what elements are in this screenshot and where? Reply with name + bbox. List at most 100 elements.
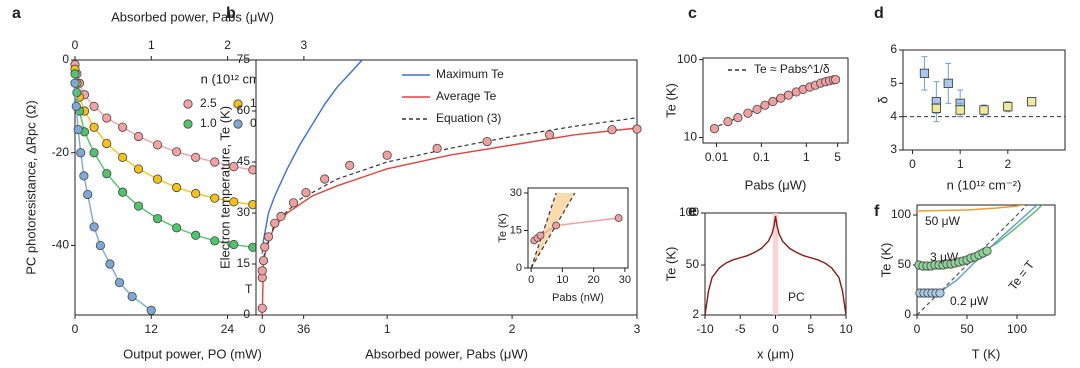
x-tick-label: 2 [509, 322, 516, 336]
marker [210, 236, 220, 246]
marker [114, 277, 125, 288]
y-tick-label: 6 [890, 42, 897, 56]
marker [210, 193, 220, 203]
marker [345, 160, 355, 170]
highlight-band [772, 213, 779, 315]
marker [229, 162, 239, 172]
legend-marker [233, 119, 243, 129]
y-tick-label: -20 [52, 145, 70, 159]
marker [191, 188, 201, 199]
x-tick-label: 0.1 [753, 150, 770, 164]
marker [776, 93, 786, 103]
line [917, 205, 1026, 212]
x-tick-label: 0 [914, 322, 921, 336]
plot-frame [902, 49, 1066, 151]
x-axis-label: Pabs (μW) [745, 177, 807, 192]
legend-label: Average Te [436, 89, 497, 103]
y-tick-label: 0 [62, 52, 69, 66]
y-tick-label: 45 [237, 154, 251, 168]
marker [382, 150, 392, 160]
annotation: PC [788, 290, 805, 304]
marker [229, 197, 239, 207]
marker [118, 187, 128, 197]
x-tick-label: 1 [384, 322, 391, 336]
series-label: 50 μW [925, 214, 961, 228]
y-tick-label: 100 [891, 207, 911, 221]
x-tick-label: 5 [807, 322, 814, 336]
marker [919, 68, 930, 78]
y-axis-label: δ [875, 96, 890, 103]
x-tick-label: 5 [834, 150, 841, 164]
panel-label: f [874, 203, 880, 220]
x-tick-label: 0 [528, 274, 534, 286]
marker [320, 174, 330, 184]
marker [614, 214, 623, 222]
marker [172, 182, 182, 193]
y-tick-label: 100 [679, 205, 699, 219]
marker [70, 69, 80, 79]
marker [133, 131, 144, 142]
marker [1003, 102, 1013, 112]
marker [229, 239, 239, 250]
panel: 0 10 20 30 0 15 30 Pabs (nW) Te (K) [497, 187, 631, 304]
marker [607, 125, 617, 135]
x-tick-label: 0 [909, 157, 916, 171]
x-tick-label: 100 [1007, 322, 1027, 336]
line [705, 216, 846, 315]
x2-tick-label: 0 [72, 38, 79, 52]
marker [258, 255, 269, 266]
x-axis-label: n (10¹² cm⁻²) [947, 177, 1022, 192]
marker [172, 147, 182, 157]
y-tick-label: 3 [890, 142, 897, 156]
y-axis-label: PC photoresistance, ΔRpc (Ω) [23, 100, 38, 274]
x-tick-label: -10 [696, 322, 714, 336]
marker [263, 232, 274, 242]
marker [482, 137, 492, 147]
marker [72, 87, 82, 98]
marker [127, 291, 137, 302]
line [530, 192, 557, 268]
marker [709, 124, 720, 134]
marker [89, 101, 99, 111]
legend-label: 1.0 [200, 116, 217, 130]
y-tick-label: 30 [237, 205, 251, 219]
y-tick-label: 30 [510, 187, 522, 199]
y-axis-label: Te (K) [497, 213, 509, 242]
marker [276, 211, 286, 221]
marker [733, 113, 743, 123]
y-axis-label: Electron temperature, Te (K) [217, 106, 232, 269]
marker [89, 148, 99, 158]
marker [257, 266, 267, 276]
y-tick-label: 5 [890, 76, 897, 90]
legend-label: Equation (3) [436, 111, 501, 125]
marker [982, 246, 992, 256]
legend-marker [233, 99, 243, 109]
marker [270, 218, 280, 228]
marker [752, 104, 762, 114]
marker [191, 230, 201, 240]
panel: e -10 -5 0 5 10 2 50 100 x (μm) Te (K) PC [663, 203, 853, 361]
x-tick-label: 20 [588, 274, 600, 286]
marker [191, 152, 201, 162]
panel-label: d [874, 5, 884, 22]
marker [118, 122, 128, 132]
marker [536, 231, 545, 240]
marker [210, 157, 220, 167]
marker [257, 303, 267, 313]
marker [432, 143, 442, 153]
x-axis-label: x (μm) [757, 346, 794, 361]
marker [288, 198, 299, 208]
x-tick-label: 0 [72, 322, 79, 336]
x2-tick-label: 3 [301, 38, 308, 52]
x-tick-label: 0 [259, 322, 266, 336]
series-label: 0.2 μW [950, 294, 989, 308]
line [530, 192, 576, 268]
marker [89, 122, 99, 132]
y-tick-label: 50 [686, 257, 700, 271]
legend-label: 2.5 [200, 96, 217, 110]
y-tick-label: 0 [904, 307, 911, 321]
y-tick-label: 4 [890, 109, 897, 123]
